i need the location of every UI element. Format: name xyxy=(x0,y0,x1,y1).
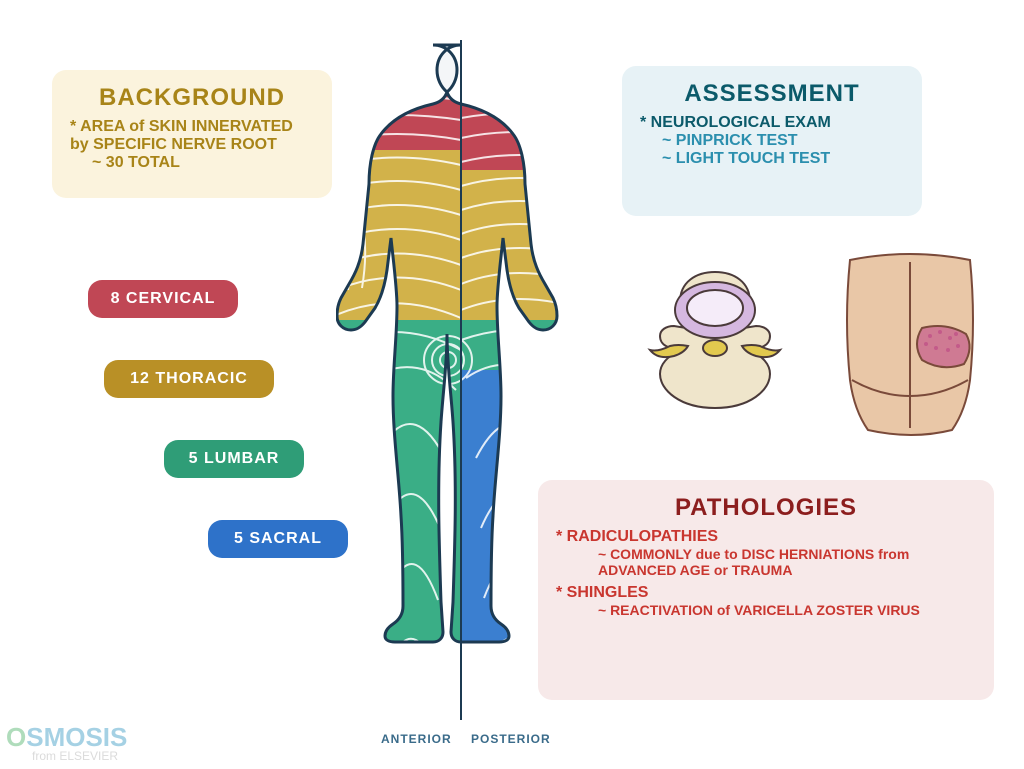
posterior-cervical xyxy=(461,40,586,170)
vertebra-illustration xyxy=(640,268,790,418)
pill-lumbar: 5 LUMBAR xyxy=(164,440,304,478)
assessment-box: ASSESSMENT * NEUROLOGICAL EXAM ~ PINPRIC… xyxy=(622,66,922,216)
pill-cervical: 8 CERVICAL xyxy=(88,280,238,318)
dermatome-body-figure xyxy=(336,40,586,720)
assessment-heading: ASSESSMENT xyxy=(640,80,904,108)
logo-o-letter: O xyxy=(6,722,26,752)
background-box: BACKGROUND * AREA of SKIN INNERVATED by … xyxy=(52,70,332,198)
posterior-sacral xyxy=(461,370,586,720)
pathology-2-bullet: * SHINGLES xyxy=(556,584,976,602)
assessment-sub2: ~ LIGHT TOUCH TEST xyxy=(662,150,904,168)
background-heading: BACKGROUND xyxy=(70,84,314,112)
pill-sacral: 5 SACRAL xyxy=(208,520,348,558)
pathology-2-sub: ~ REACTIVATION of VARICELLA ZOSTER VIRUS xyxy=(598,602,976,618)
pathologies-heading: PATHOLOGIES xyxy=(556,494,976,522)
pathology-1-bullet: * RADICULOPATHIES xyxy=(556,528,976,546)
osmosis-logo: OSMOSIS from ELSEVIER xyxy=(6,722,127,763)
pathology-1-sub: ~ COMMONLY due to DISC HERNIATIONS from … xyxy=(598,546,976,578)
assessment-bullet: * NEUROLOGICAL EXAM xyxy=(640,114,904,132)
logo-subtitle: from ELSEVIER xyxy=(32,749,127,763)
background-bullet: * AREA of SKIN INNERVATED by SPECIFIC NE… xyxy=(70,118,314,154)
assessment-sub1: ~ PINPRICK TEST xyxy=(662,132,904,150)
posterior-label: POSTERIOR xyxy=(471,732,551,746)
logo-rest: SMOSIS xyxy=(26,722,127,752)
anterior-lumbar xyxy=(336,320,461,720)
pathologies-box: PATHOLOGIES * RADICULOPATHIES ~ COMMONLY… xyxy=(538,480,994,700)
posterior-lumbar xyxy=(461,320,586,370)
pill-thoracic: 12 THORACIC xyxy=(104,360,274,398)
anterior-label: ANTERIOR xyxy=(381,732,452,746)
background-sub: ~ 30 TOTAL xyxy=(92,154,314,172)
posterior-thoracic xyxy=(461,170,586,320)
shingles-back-illustration xyxy=(830,250,990,440)
